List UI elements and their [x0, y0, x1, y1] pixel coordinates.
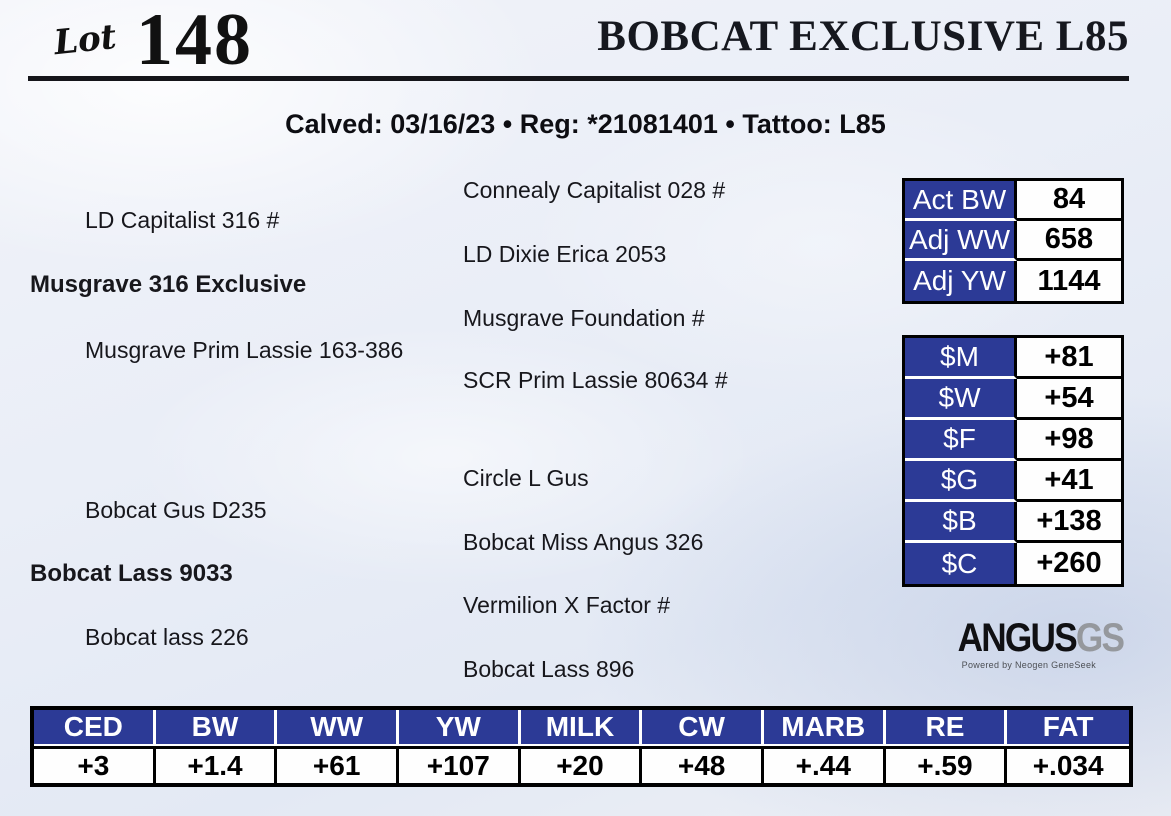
epd-value-ced: +3 — [34, 746, 156, 783]
table-row: Act BW 84 — [905, 181, 1121, 221]
epd-header-row: CED BW WW YW MILK CW MARB RE FAT — [34, 710, 1129, 746]
weights-label-adj-ww: Adj WW — [905, 221, 1017, 261]
calved-reg-tattoo-line: Calved: 03/16/23 • Reg: *21081401 • Tatt… — [285, 109, 886, 139]
epd-header-ww: WW — [277, 710, 399, 746]
pedigree-sire-grandsire: LD Capitalist 316 # — [85, 207, 280, 233]
logo-tagline: Powered by Neogen GeneSeek — [961, 660, 1097, 670]
dollar-label-m: $M — [905, 338, 1017, 379]
epd-header-cw: CW — [642, 710, 764, 746]
dollar-value-b: +138 — [1017, 502, 1121, 543]
animal-name-title: BOBCAT EXCLUSIVE L85 — [597, 13, 1129, 60]
pedigree-dam-ggp-3: Vermilion X Factor # — [463, 592, 671, 618]
epd-header-bw: BW — [155, 710, 278, 746]
dollar-value-g: +41 — [1017, 461, 1121, 502]
table-row: $F +98 — [905, 420, 1121, 461]
weights-value-adj-yw: 1144 — [1017, 261, 1121, 301]
epd-value-fat: +.034 — [1007, 746, 1129, 783]
table-row: $C +260 — [905, 543, 1121, 584]
epd-value-row: +3 +1.4 +61 +107 +20 +48 +.44 +.59 +.034 — [34, 746, 1129, 783]
pedigree-dam-granddam: Bobcat lass 226 — [85, 624, 249, 650]
dollar-label-c: $C — [905, 543, 1017, 584]
pedigree-dam-ggp-4: Bobcat Lass 896 — [463, 656, 635, 682]
dollar-label-f: $F — [905, 420, 1017, 461]
pedigree-sire-ggp-2: LD Dixie Erica 2053 — [463, 241, 667, 267]
epd-header-milk: MILK — [520, 710, 643, 746]
epd-value-bw: +1.4 — [155, 746, 278, 783]
table-row: $G +41 — [905, 461, 1121, 502]
pedigree-dam-ggp-1: Circle L Gus — [463, 465, 589, 491]
weights-table: Act BW 84 Adj WW 658 Adj YW 1144 — [902, 178, 1124, 304]
epd-header-fat: FAT — [1007, 710, 1129, 746]
lot-number: 148 — [136, 0, 253, 81]
table-row: Adj WW 658 — [905, 221, 1121, 261]
epd-value-marb: +.44 — [763, 746, 886, 783]
table-row: $B +138 — [905, 502, 1121, 543]
weights-label-adj-yw: Adj YW — [905, 261, 1017, 301]
epd-header-re: RE — [885, 710, 1008, 746]
pedigree-dam: Bobcat Lass 9033 — [30, 560, 233, 587]
gs-logo-text: GS — [1075, 616, 1125, 660]
dollar-label-b: $B — [905, 502, 1017, 543]
weights-value-adj-ww: 658 — [1017, 221, 1121, 261]
epd-value-re: +.59 — [885, 746, 1008, 783]
pedigree-sire-ggp-3: Musgrave Foundation # — [463, 305, 705, 331]
angus-gs-wordmark: ANGUSGS — [957, 616, 1125, 660]
dollar-values-table: $M +81 $W +54 $F +98 $G +41 $B +138 $C +… — [902, 335, 1124, 587]
dollar-label-w: $W — [905, 379, 1017, 420]
table-row: $W +54 — [905, 379, 1121, 420]
pedigree-sire: Musgrave 316 Exclusive — [30, 271, 307, 298]
epd-value-milk: +20 — [520, 746, 643, 783]
angus-gs-logo: ANGUSGS Powered by Neogen GeneSeek — [935, 616, 1125, 670]
dollar-value-m: +81 — [1017, 338, 1121, 379]
epd-header-ced: CED — [34, 710, 156, 746]
table-row: $M +81 — [905, 338, 1121, 379]
epd-header-marb: MARB — [763, 710, 886, 746]
pedigree-dam-ggp-2: Bobcat Miss Angus 326 — [463, 529, 704, 555]
epd-value-yw: +107 — [398, 746, 521, 783]
pedigree-sire-ggp-1: Connealy Capitalist 028 # — [463, 177, 726, 203]
dollar-label-g: $G — [905, 461, 1017, 502]
weights-label-act-bw: Act BW — [905, 181, 1017, 221]
table-row: Adj YW 1144 — [905, 261, 1121, 301]
pedigree-sire-granddam: Musgrave Prim Lassie 163-386 — [85, 337, 404, 363]
lot-label: Lot — [52, 16, 119, 64]
dollar-value-w: +54 — [1017, 379, 1121, 420]
weights-value-act-bw: 84 — [1017, 181, 1121, 221]
angus-logo-text: ANGUS — [957, 616, 1077, 660]
epd-header-yw: YW — [398, 710, 521, 746]
dollar-value-c: +260 — [1017, 543, 1121, 584]
pedigree-sire-ggp-4: SCR Prim Lassie 80634 # — [463, 367, 728, 393]
epd-value-cw: +48 — [642, 746, 764, 783]
epd-table: CED BW WW YW MILK CW MARB RE FAT +3 +1.4… — [30, 706, 1133, 787]
pedigree-dam-grandsire: Bobcat Gus D235 — [85, 497, 267, 523]
header-divider-rule — [28, 76, 1129, 81]
epd-value-ww: +61 — [277, 746, 399, 783]
dollar-value-f: +98 — [1017, 420, 1121, 461]
